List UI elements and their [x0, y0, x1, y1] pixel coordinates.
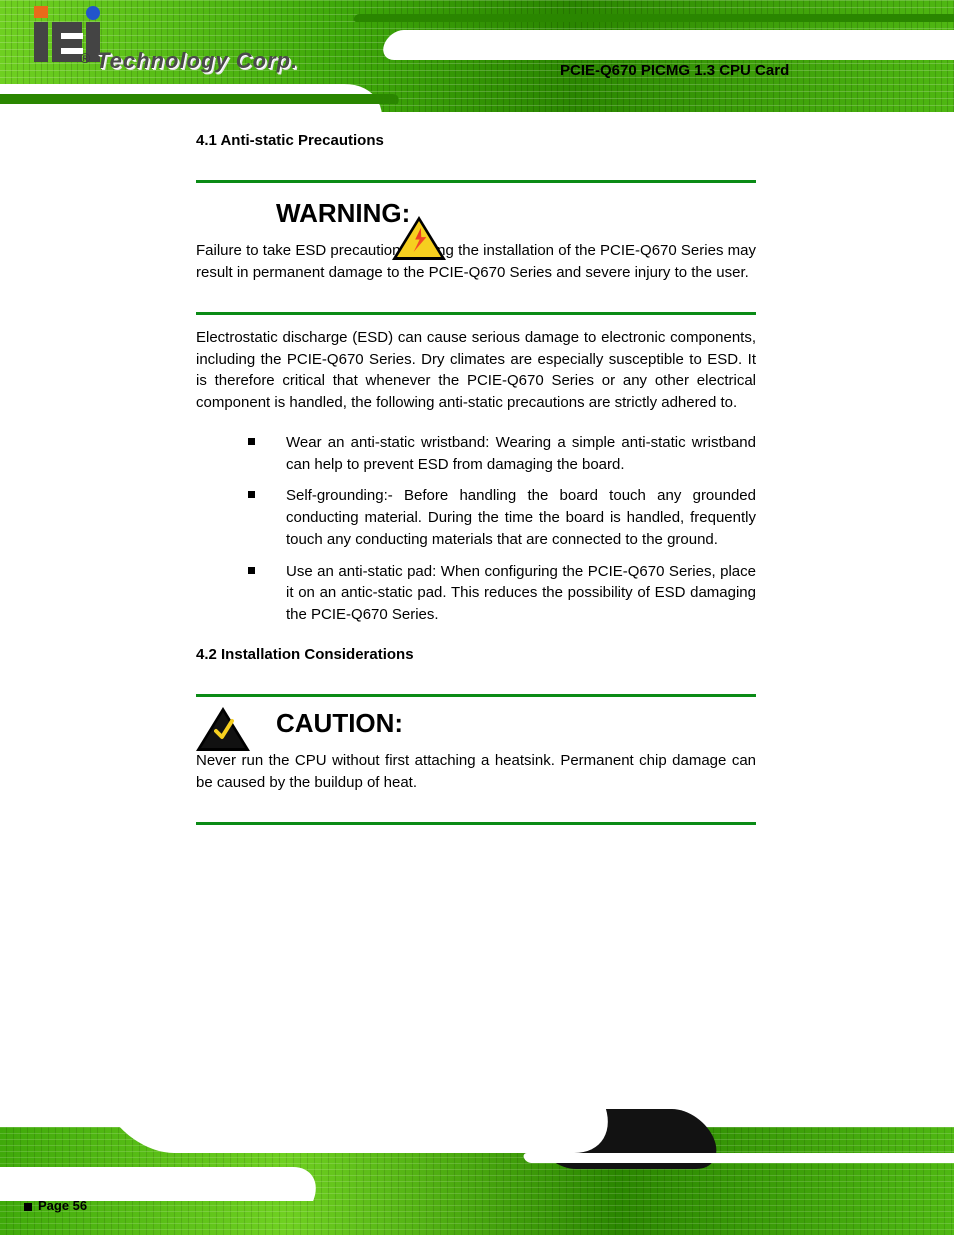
caution-icon	[196, 707, 250, 751]
precaution-item: Use an anti-static pad: When configuring…	[196, 561, 756, 626]
product-name: PCIE-Q670 PICMG 1.3 CPU Card	[560, 62, 789, 79]
registered-mark: ®	[80, 50, 90, 66]
precaution-text: Wear an anti-static wristband: Wearing a…	[286, 434, 756, 473]
warning-rule-bottom	[196, 312, 756, 315]
precaution-text: Use an anti-static pad: When configuring…	[286, 563, 756, 624]
warning-body: Failure to take ESD precautions during t…	[196, 240, 756, 284]
brand-text: Technology Corp.	[96, 48, 298, 74]
precaution-text: Self-grounding:- Before handling the boa…	[286, 487, 756, 548]
banner-wedge-line	[0, 94, 402, 104]
section-4-1-heading: 4.1 Anti-static Precautions	[196, 130, 756, 152]
bottom-left-wedge	[0, 1167, 327, 1201]
logo-e-icon	[52, 22, 82, 62]
precaution-item: Self-grounding:- Before handling the boa…	[196, 485, 756, 550]
section-4-2-heading: 4.2 Installation Considerations	[196, 644, 756, 666]
precaution-item: Wear an anti-static wristband: Wearing a…	[196, 432, 756, 476]
esd-paragraph: Electrostatic discharge (ESD) can cause …	[196, 327, 756, 414]
bullet-icon	[248, 567, 255, 574]
page-bullet-icon	[24, 1203, 32, 1211]
banner-white-curve	[379, 30, 954, 60]
caution-title: CAUTION:	[276, 705, 756, 743]
bottom-ribbon	[522, 1153, 954, 1163]
warning-icon	[392, 216, 446, 260]
checkmark-icon	[214, 717, 234, 741]
bottom-banner: Page 56	[0, 1127, 954, 1235]
page-body: 4.1 Anti-static Precautions WARNING: Fai…	[196, 130, 756, 837]
caution-rule-top	[196, 694, 756, 697]
caution-body: Never run the CPU without first attachin…	[196, 750, 756, 794]
logo-i-orange-icon	[34, 22, 48, 62]
page-number-text: Page 56	[38, 1198, 87, 1213]
page-number: Page 56	[24, 1198, 87, 1213]
warning-title: WARNING:	[276, 195, 756, 233]
bullet-icon	[248, 491, 255, 498]
top-banner: ® Technology Corp. PCIE-Q670 PICMG 1.3 C…	[0, 0, 954, 112]
precaution-list: Wear an anti-static wristband: Wearing a…	[196, 432, 756, 626]
caution-rule-bottom	[196, 822, 756, 825]
bottom-white-curve	[104, 1103, 624, 1153]
warning-rule-top	[196, 180, 756, 183]
banner-outline	[353, 14, 954, 22]
bullet-icon	[248, 438, 255, 445]
